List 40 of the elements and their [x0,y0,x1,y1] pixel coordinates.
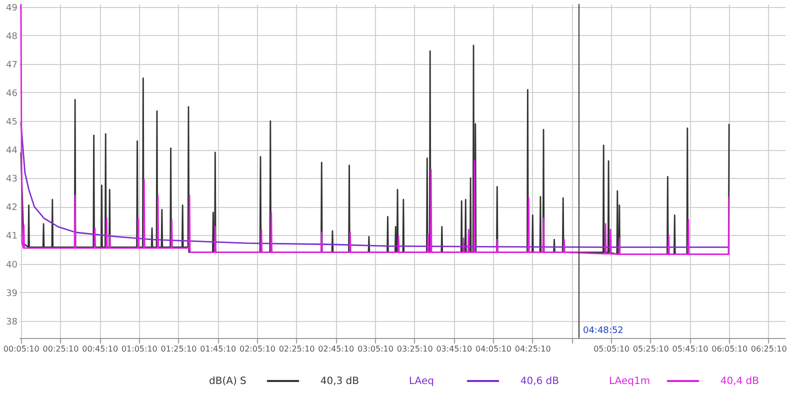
legend-label: LAeq1m [609,376,650,387]
y-tick-label: 49 [6,3,18,14]
x-tick-label: 00:45:10 [82,344,118,354]
line-series [20,122,730,248]
y-tick-label: 48 [6,32,18,42]
x-tick-label: 03:45:10 [436,344,472,354]
x-tick-label: 01:05:10 [121,344,158,354]
x-tick-label: 04:05:10 [476,344,512,354]
x-tick-label: 05:05:10 [594,344,630,354]
x-tick-label: 05:25:10 [632,344,669,354]
annotation: 04:48:52 [582,326,624,336]
x-tick-label: 02:25:10 [278,344,315,354]
x-tick-label: 02:05:10 [239,344,276,354]
y-tick-label: 38 [6,317,18,328]
text: 40,4 dB [720,376,760,387]
text: 40,3 dB [320,376,360,387]
x-tick-label: 00:05:10 [3,344,40,354]
line-series [20,3,730,256]
legend-label: dB(A) S [209,376,246,387]
y-tick-label: 46 [6,88,18,99]
y-tick-label: 39 [6,288,18,299]
x-tick-label: 02:45:10 [318,344,354,354]
x-tick-label: 00:25:10 [42,344,79,354]
y-tick-label: 43 [6,174,18,185]
y-tick-label: 45 [6,118,18,128]
x-tick-label: 01:45:10 [200,344,236,354]
x-tick-label: 06:05:10 [712,344,748,354]
x-tick-label: 05:45:10 [672,344,708,354]
text: LAeq [409,376,434,387]
x-tick-label: 03:05:10 [358,344,394,354]
text: 40,6 dB [520,376,560,387]
y-tick-label: 41 [6,232,18,242]
y-tick-label: 42 [6,203,18,214]
x-tick-label: 01:25:10 [160,344,197,354]
x-tick-label: 06:25:10 [750,344,787,354]
y-tick-label: 47 [6,60,18,70]
x-tick-label: 03:25:10 [396,344,433,354]
x-tick-label: 04:25:10 [514,344,551,354]
y-tick-label: 44 [6,146,18,156]
y-tick-label: 40 [6,260,18,270]
